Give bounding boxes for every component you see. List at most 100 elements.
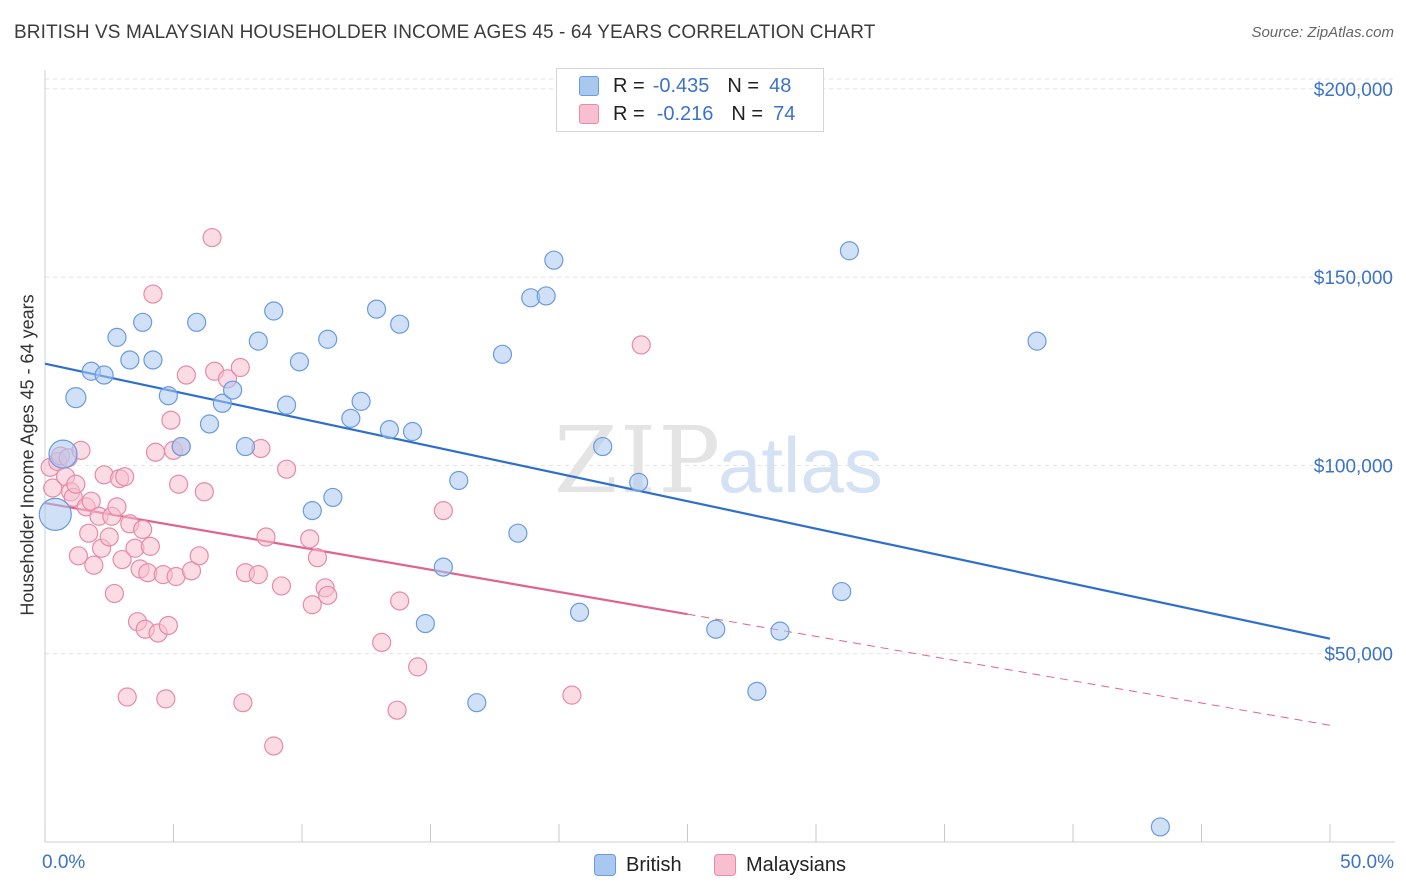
point-british: [449, 470, 469, 491]
point-malaysians: [140, 536, 160, 556]
y-tick-labels: $50,000 $100,000 $150,000 $200,000: [1314, 80, 1393, 666]
legend-n-value: 74: [773, 102, 796, 125]
point-british: [107, 327, 127, 347]
legend-r-value: -0.435: [652, 74, 710, 97]
point-malaysians: [256, 527, 276, 547]
point-malaysians: [372, 632, 392, 653]
chart-title: BRITISH VS MALAYSIAN HOUSEHOLDER INCOME …: [14, 22, 876, 43]
legend-n-label: N =: [727, 74, 760, 97]
point-british: [235, 436, 256, 457]
point-british: [569, 602, 590, 622]
point-malaysians: [318, 585, 338, 605]
point-british: [276, 395, 297, 415]
legend-r-label: R =: [613, 74, 645, 97]
point-british: [593, 436, 613, 457]
trend-line-british: [44, 362, 1331, 640]
legend-row-malaysians: R = -0.216 N = 74: [579, 101, 795, 127]
point-malaysians: [104, 583, 124, 604]
point-british: [1027, 331, 1047, 351]
y-tick-label: $100,000: [1314, 456, 1393, 477]
point-british: [187, 312, 207, 332]
point-malaysians: [66, 474, 86, 494]
point-british: [120, 350, 140, 370]
point-british: [839, 241, 860, 261]
point-british: [402, 421, 423, 442]
point-malaysians: [181, 561, 202, 581]
trend-lines: [44, 362, 1331, 726]
point-malaysians: [79, 523, 99, 543]
point-malaysians: [631, 335, 651, 355]
point-british: [433, 557, 453, 577]
point-malaysians: [169, 474, 189, 494]
point-malaysians: [271, 576, 292, 596]
legend-row-british: R = -0.435 N = 48: [579, 73, 791, 99]
point-malaysians: [230, 357, 250, 378]
x-axis-max-label: 50.0%: [1340, 852, 1394, 873]
point-malaysians: [107, 497, 127, 517]
point-british: [492, 344, 513, 364]
point-malaysians: [408, 657, 428, 677]
point-malaysians: [133, 519, 153, 540]
watermark-zip: ZIP: [554, 407, 722, 514]
point-malaysians: [43, 478, 63, 498]
point-malaysians: [176, 365, 196, 385]
data-points: [38, 227, 1170, 837]
point-malaysians: [158, 615, 178, 636]
point-british: [366, 299, 387, 319]
point-british: [223, 380, 243, 400]
point-malaysians: [156, 689, 176, 709]
point-british: [264, 301, 284, 321]
point-malaysians: [194, 482, 214, 502]
watermark: ZIP atlas: [554, 407, 883, 514]
point-british: [706, 619, 726, 639]
point-malaysians: [276, 459, 297, 479]
point-british: [171, 436, 191, 457]
point-british: [467, 693, 487, 713]
point-british: [94, 365, 114, 385]
point-malaysians: [68, 546, 89, 566]
point-malaysians: [84, 555, 104, 575]
y-tick-label: $150,000: [1314, 268, 1393, 289]
point-british: [1150, 817, 1170, 837]
point-malaysians: [112, 549, 132, 570]
legend-swatch-malaysians: [579, 104, 599, 124]
point-malaysians: [387, 700, 407, 720]
point-malaysians: [248, 565, 268, 585]
point-malaysians: [115, 467, 135, 487]
point-malaysians: [233, 693, 253, 713]
point-british: [318, 329, 338, 349]
point-british: [248, 331, 268, 351]
point-british: [48, 439, 78, 469]
point-malaysians: [81, 491, 101, 511]
point-malaysians: [143, 284, 163, 304]
point-malaysians: [302, 595, 322, 615]
axes: [44, 70, 1395, 843]
point-british: [323, 487, 343, 508]
bottom-legend-malaysians: Malaysians: [714, 852, 846, 878]
bottom-legend-swatch-british: [594, 854, 616, 876]
point-british: [379, 420, 399, 440]
bottom-legend-label-british: British: [626, 853, 682, 876]
stats-legend: R = -0.435 N = 48 R = -0.216 N = 74: [556, 68, 824, 132]
watermark-atlas: atlas: [718, 421, 883, 509]
point-british: [289, 352, 310, 372]
trend-line-malaysians: [44, 501, 688, 616]
point-british: [199, 414, 220, 434]
point-british: [133, 312, 153, 332]
point-british: [143, 350, 163, 370]
point-malaysians: [264, 736, 284, 756]
trend-line-extension-malaysians: [687, 613, 1331, 726]
legend-r-label: R =: [613, 102, 645, 125]
y-tick-label: $50,000: [1324, 645, 1393, 666]
point-malaysians: [117, 687, 137, 707]
point-british: [351, 391, 371, 411]
point-malaysians: [202, 227, 222, 248]
point-british: [770, 621, 790, 641]
point-british: [832, 581, 852, 602]
bottom-legend-british: British: [594, 852, 682, 878]
point-british: [536, 286, 556, 306]
point-british: [341, 408, 361, 428]
legend-n-value: 48: [769, 74, 792, 97]
point-malaysians: [562, 685, 582, 705]
